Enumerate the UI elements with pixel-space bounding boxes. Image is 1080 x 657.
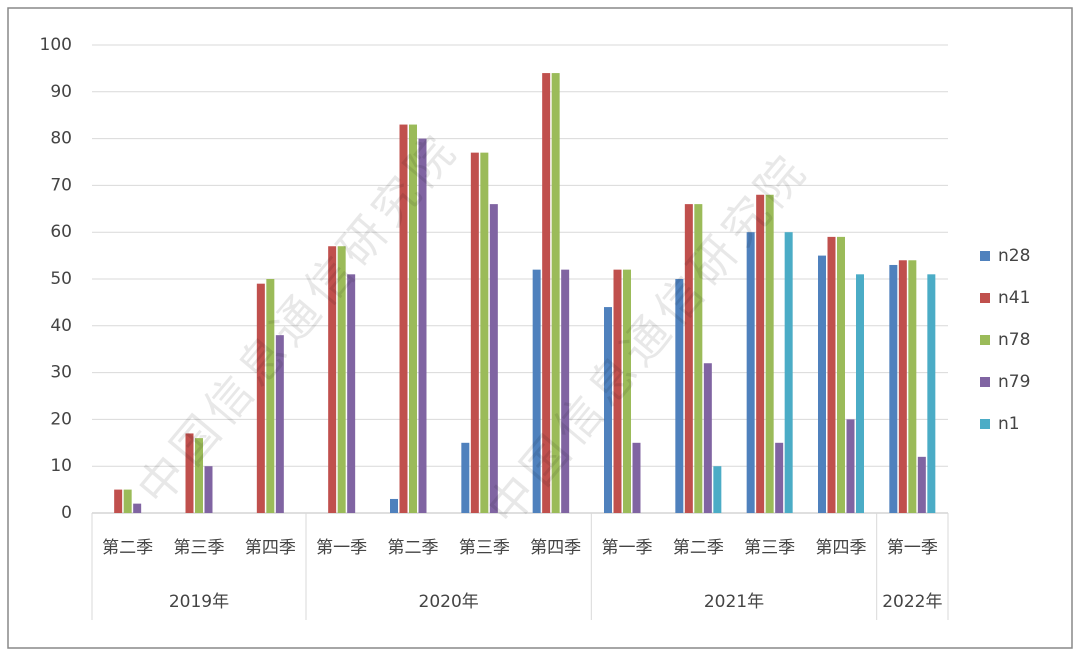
- x-tick-label: 第四季: [816, 538, 867, 558]
- y-tick-label: 10: [50, 456, 72, 476]
- legend-swatch: [980, 251, 990, 261]
- bar: [418, 138, 427, 513]
- bar: [889, 264, 898, 513]
- x-tick-label: 第二季: [673, 538, 724, 558]
- bar: [713, 466, 722, 513]
- bar: [784, 232, 793, 513]
- bar: [694, 204, 703, 513]
- y-tick-label: 30: [50, 363, 72, 383]
- y-tick-label: 20: [50, 409, 72, 429]
- bar: [908, 260, 917, 513]
- bar: [632, 442, 641, 513]
- x-tick-label: 第四季: [245, 538, 296, 558]
- x-tick-label: 第一季: [887, 538, 938, 558]
- bar: [133, 503, 142, 513]
- bar: [489, 204, 498, 513]
- bar: [756, 194, 765, 513]
- bar: [675, 279, 684, 513]
- year-label: 2020年: [419, 592, 479, 612]
- y-tick-label: 70: [50, 175, 72, 195]
- year-label: 2021年: [704, 592, 764, 612]
- x-tick-label: 第三季: [744, 538, 795, 558]
- legend-swatch: [980, 335, 990, 345]
- x-tick-label: 第四季: [530, 538, 581, 558]
- year-label: 2019年: [169, 592, 229, 612]
- bar: [613, 269, 622, 513]
- bar: [856, 274, 864, 513]
- y-tick-label: 80: [50, 129, 72, 149]
- bar: [409, 124, 417, 513]
- bar: [328, 246, 337, 514]
- bar: [703, 363, 712, 513]
- legend-swatch: [980, 293, 990, 303]
- y-tick-label: 90: [50, 82, 72, 102]
- x-tick-label: 第二季: [102, 538, 153, 558]
- bar: [837, 236, 845, 513]
- bar: [604, 307, 612, 513]
- bar: [123, 489, 132, 513]
- x-tick-label: 第三季: [174, 538, 225, 558]
- x-tick-label: 第一季: [602, 538, 653, 558]
- legend-label: n78: [998, 330, 1030, 350]
- bar: [347, 274, 356, 513]
- bar: [827, 236, 836, 513]
- legend-swatch: [980, 419, 990, 429]
- bar: [470, 152, 479, 513]
- year-label: 2022年: [882, 592, 942, 612]
- legend-label: n41: [998, 288, 1030, 308]
- bar: [927, 274, 936, 513]
- bar: [818, 255, 826, 513]
- legend-label: n28: [998, 246, 1030, 266]
- bar: [461, 442, 470, 513]
- bar: [775, 442, 784, 513]
- y-tick-label: 40: [50, 316, 72, 336]
- y-tick-label: 100: [40, 35, 72, 55]
- legend-label: n1: [998, 414, 1020, 434]
- y-tick-label: 50: [50, 269, 72, 289]
- bar: [551, 73, 560, 513]
- bar: [532, 269, 541, 513]
- bar: [275, 335, 284, 513]
- bar: [561, 269, 570, 513]
- bar: [846, 419, 855, 513]
- bar: [185, 433, 194, 513]
- bar: [399, 124, 408, 513]
- bar: [746, 232, 755, 513]
- bar: [480, 152, 489, 513]
- legend-swatch: [980, 377, 990, 387]
- y-tick-label: 0: [61, 503, 72, 523]
- bar: [256, 283, 265, 513]
- bar: [623, 269, 631, 513]
- bar: [114, 489, 123, 513]
- x-tick-label: 第一季: [316, 538, 367, 558]
- bar: [390, 498, 398, 513]
- bar: [542, 73, 551, 513]
- bar: [898, 260, 907, 513]
- bar: [765, 194, 774, 513]
- bar: [917, 456, 926, 513]
- bar: [195, 438, 203, 513]
- x-tick-label: 第三季: [459, 538, 510, 558]
- x-tick-label: 第二季: [388, 538, 439, 558]
- bar: [266, 279, 275, 513]
- y-tick-label: 60: [50, 222, 72, 242]
- legend-label: n79: [998, 372, 1030, 392]
- bar: [204, 466, 213, 513]
- bar: [684, 204, 693, 513]
- bar: [337, 246, 346, 514]
